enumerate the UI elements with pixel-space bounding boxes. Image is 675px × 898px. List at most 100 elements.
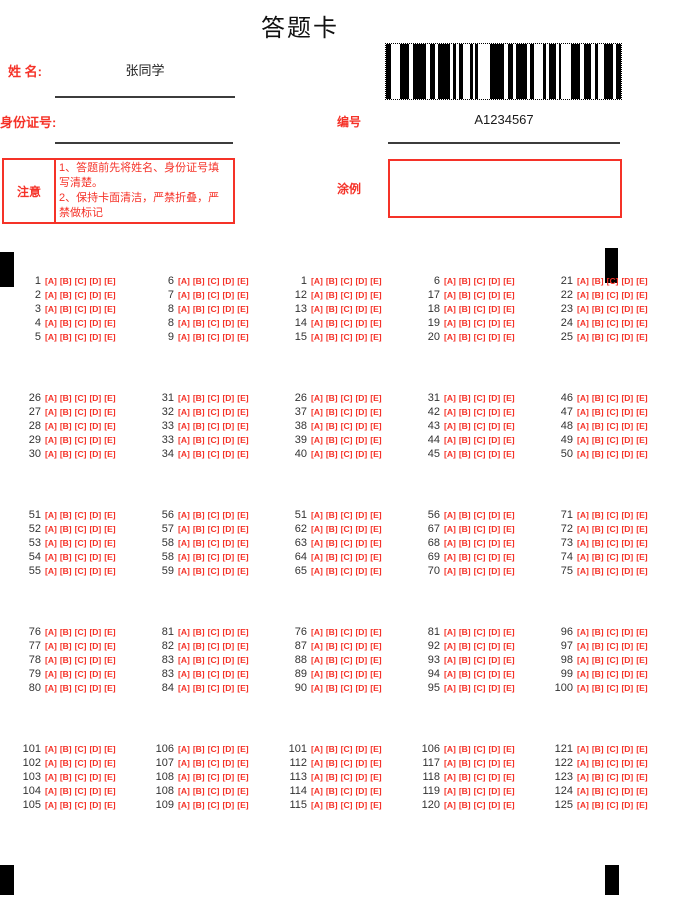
option-bubble-b[interactable]: [B] — [591, 744, 604, 754]
option-bubble-d[interactable]: [D] — [621, 627, 634, 637]
option-bubble-a[interactable]: [A] — [577, 393, 589, 403]
option-bubble-d[interactable]: [D] — [222, 538, 235, 548]
option-bubble-a[interactable]: [A] — [577, 407, 589, 417]
option-bubble-d[interactable]: [D] — [89, 800, 102, 810]
option-bubble-c[interactable]: [C] — [606, 669, 619, 679]
option-bubble-a[interactable]: [A] — [45, 683, 57, 693]
option-bubble-c[interactable]: [C] — [606, 538, 619, 548]
option-bubble-c[interactable]: [C] — [606, 683, 619, 693]
option-bubble-b[interactable]: [B] — [325, 627, 338, 637]
option-bubble-e[interactable]: [E] — [370, 276, 382, 286]
option-bubble-a[interactable]: [A] — [45, 566, 57, 576]
option-bubble-c[interactable]: [C] — [340, 744, 353, 754]
option-bubble-a[interactable]: [A] — [311, 800, 323, 810]
option-bubble-e[interactable]: [E] — [370, 510, 382, 520]
option-bubble-d[interactable]: [D] — [222, 421, 235, 431]
option-bubble-e[interactable]: [E] — [104, 407, 116, 417]
option-bubble-a[interactable]: [A] — [444, 669, 456, 679]
option-bubble-e[interactable]: [E] — [370, 641, 382, 651]
option-bubble-c[interactable]: [C] — [207, 641, 220, 651]
option-bubble-d[interactable]: [D] — [355, 655, 368, 665]
option-bubble-e[interactable]: [E] — [104, 552, 116, 562]
option-bubble-e[interactable]: [E] — [104, 393, 116, 403]
option-bubble-e[interactable]: [E] — [636, 290, 648, 300]
option-bubble-a[interactable]: [A] — [311, 290, 323, 300]
option-bubble-d[interactable]: [D] — [355, 435, 368, 445]
option-bubble-d[interactable]: [D] — [621, 772, 634, 782]
option-bubble-e[interactable]: [E] — [370, 627, 382, 637]
option-bubble-e[interactable]: [E] — [370, 566, 382, 576]
option-bubble-b[interactable]: [B] — [59, 393, 72, 403]
option-bubble-c[interactable]: [C] — [74, 524, 87, 534]
option-bubble-d[interactable]: [D] — [355, 510, 368, 520]
option-bubble-d[interactable]: [D] — [89, 290, 102, 300]
option-bubble-d[interactable]: [D] — [222, 641, 235, 651]
option-bubble-a[interactable]: [A] — [311, 538, 323, 548]
option-bubble-e[interactable]: [E] — [104, 524, 116, 534]
option-bubble-a[interactable]: [A] — [311, 758, 323, 768]
option-bubble-e[interactable]: [E] — [370, 435, 382, 445]
option-bubble-c[interactable]: [C] — [74, 538, 87, 548]
option-bubble-c[interactable]: [C] — [74, 772, 87, 782]
option-bubble-d[interactable]: [D] — [222, 800, 235, 810]
option-bubble-e[interactable]: [E] — [237, 800, 249, 810]
option-bubble-b[interactable]: [B] — [458, 407, 471, 417]
option-bubble-e[interactable]: [E] — [104, 641, 116, 651]
option-bubble-d[interactable]: [D] — [488, 683, 501, 693]
option-bubble-b[interactable]: [B] — [591, 641, 604, 651]
option-bubble-b[interactable]: [B] — [325, 407, 338, 417]
option-bubble-d[interactable]: [D] — [621, 407, 634, 417]
option-bubble-e[interactable]: [E] — [503, 655, 515, 665]
option-bubble-a[interactable]: [A] — [311, 655, 323, 665]
option-bubble-a[interactable]: [A] — [577, 524, 589, 534]
option-bubble-b[interactable]: [B] — [59, 510, 72, 520]
option-bubble-b[interactable]: [B] — [59, 318, 72, 328]
option-bubble-b[interactable]: [B] — [591, 393, 604, 403]
option-bubble-d[interactable]: [D] — [89, 407, 102, 417]
option-bubble-e[interactable]: [E] — [503, 683, 515, 693]
option-bubble-c[interactable]: [C] — [207, 290, 220, 300]
option-bubble-c[interactable]: [C] — [207, 524, 220, 534]
option-bubble-b[interactable]: [B] — [192, 552, 205, 562]
option-bubble-b[interactable]: [B] — [458, 641, 471, 651]
option-bubble-a[interactable]: [A] — [444, 304, 456, 314]
option-bubble-b[interactable]: [B] — [59, 524, 72, 534]
option-bubble-c[interactable]: [C] — [606, 552, 619, 562]
option-bubble-d[interactable]: [D] — [355, 786, 368, 796]
option-bubble-e[interactable]: [E] — [503, 627, 515, 637]
option-bubble-b[interactable]: [B] — [325, 290, 338, 300]
option-bubble-e[interactable]: [E] — [503, 290, 515, 300]
option-bubble-b[interactable]: [B] — [591, 566, 604, 576]
option-bubble-d[interactable]: [D] — [355, 407, 368, 417]
option-bubble-d[interactable]: [D] — [488, 304, 501, 314]
option-bubble-d[interactable]: [D] — [355, 449, 368, 459]
option-bubble-c[interactable]: [C] — [207, 669, 220, 679]
option-bubble-c[interactable]: [C] — [606, 655, 619, 665]
option-bubble-e[interactable]: [E] — [104, 449, 116, 459]
option-bubble-a[interactable]: [A] — [577, 552, 589, 562]
option-bubble-d[interactable]: [D] — [488, 318, 501, 328]
option-bubble-c[interactable]: [C] — [74, 332, 87, 342]
option-bubble-e[interactable]: [E] — [636, 318, 648, 328]
option-bubble-d[interactable]: [D] — [355, 276, 368, 286]
option-bubble-d[interactable]: [D] — [621, 393, 634, 403]
option-bubble-d[interactable]: [D] — [89, 683, 102, 693]
option-bubble-b[interactable]: [B] — [325, 786, 338, 796]
option-bubble-e[interactable]: [E] — [370, 655, 382, 665]
option-bubble-e[interactable]: [E] — [636, 393, 648, 403]
option-bubble-a[interactable]: [A] — [577, 758, 589, 768]
option-bubble-b[interactable]: [B] — [458, 449, 471, 459]
option-bubble-a[interactable]: [A] — [178, 566, 190, 576]
option-bubble-a[interactable]: [A] — [311, 524, 323, 534]
option-bubble-e[interactable]: [E] — [503, 772, 515, 782]
option-bubble-d[interactable]: [D] — [488, 449, 501, 459]
option-bubble-d[interactable]: [D] — [488, 276, 501, 286]
option-bubble-c[interactable]: [C] — [340, 393, 353, 403]
option-bubble-e[interactable]: [E] — [237, 627, 249, 637]
option-bubble-a[interactable]: [A] — [311, 744, 323, 754]
option-bubble-a[interactable]: [A] — [45, 552, 57, 562]
option-bubble-d[interactable]: [D] — [621, 276, 634, 286]
option-bubble-b[interactable]: [B] — [458, 393, 471, 403]
option-bubble-b[interactable]: [B] — [192, 276, 205, 286]
option-bubble-b[interactable]: [B] — [325, 332, 338, 342]
